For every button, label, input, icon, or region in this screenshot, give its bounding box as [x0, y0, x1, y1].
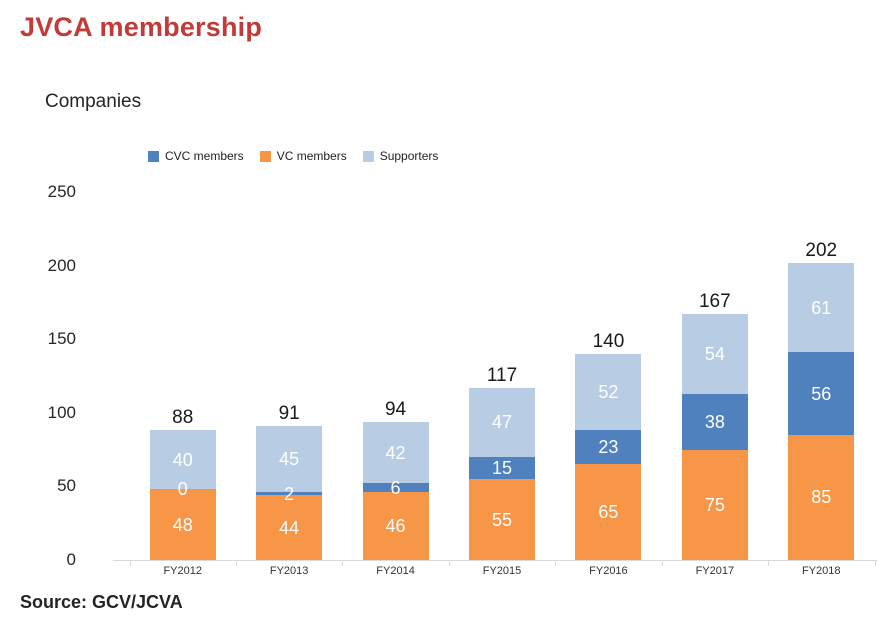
y-axis-tick-label: 200: [47, 255, 76, 275]
bar-segment-value: 56: [811, 383, 832, 404]
legend-item-vc-members: VC members: [259, 149, 347, 163]
bar-segment-value: 0: [177, 479, 188, 500]
y-axis-title: Companies: [45, 91, 142, 112]
x-axis-line: [113, 560, 877, 561]
legend-swatch-vc-members-icon: [259, 150, 271, 162]
page-title: JVCA membership: [20, 12, 263, 42]
x-axis-tick: [129, 560, 131, 566]
bar-segment: [681, 314, 748, 394]
y-axis-tick-label: 50: [57, 476, 76, 496]
bar-segment-value: 46: [385, 516, 406, 537]
y-axis-tick-label: 250: [47, 182, 76, 201]
bar-total-value: 91: [278, 403, 300, 425]
bar-total-value: 117: [486, 364, 518, 386]
y-axis-tick-label: 100: [47, 402, 76, 422]
x-axis-tick: [874, 560, 876, 566]
bar-segment-value: 6: [390, 477, 401, 498]
legend-label-supporters: Supporters: [379, 149, 439, 163]
y-axis-tick-label: 0: [66, 550, 76, 569]
bar-segment: [149, 489, 216, 560]
y-axis-tick-label: 150: [47, 329, 76, 349]
bar-segment-value: 65: [598, 502, 619, 523]
bar-segment-value: 15: [491, 458, 513, 478]
x-axis-tick: [555, 560, 557, 566]
x-axis-category-label: FY2016: [589, 565, 628, 577]
bar-segment-value: 75: [704, 494, 725, 515]
legend-label-vc-members: VC members: [276, 149, 347, 163]
bar-segment: [256, 495, 323, 560]
bar-segment: [469, 387, 535, 457]
bar-segment: [575, 430, 642, 465]
x-axis-tick: [768, 560, 770, 566]
bar-segment-value: 40: [172, 449, 193, 470]
chart-legend: CVC members VC members Supporters: [148, 149, 438, 163]
bar-segment: [788, 352, 855, 435]
source-note: Source: GCV/JCVA: [20, 592, 183, 612]
bar-segment-value: 2: [284, 483, 295, 504]
bar-segment: [469, 456, 535, 480]
bar-total-value: 140: [592, 330, 625, 352]
legend-swatch-supporters-icon: [362, 150, 374, 162]
legend-item-supporters: Supporters: [362, 149, 439, 163]
x-axis-category-label: FY2014: [376, 565, 415, 577]
bar-segment-value: 85: [811, 487, 832, 508]
bar-segment-value: 55: [491, 509, 513, 530]
bar-segment: [469, 479, 535, 560]
bar-segment: [362, 492, 429, 560]
bar-segment: [256, 426, 323, 493]
legend-item-cvc-members: CVC members: [148, 149, 244, 163]
x-axis-category-label: FY2013: [269, 565, 309, 577]
bar-segment-value: 48: [172, 514, 193, 535]
bar-segment: [149, 430, 216, 490]
bar-total-value: 202: [805, 239, 838, 261]
bar-segment-value: 47: [491, 412, 513, 433]
bar-segment-value: 52: [598, 382, 619, 403]
bar-segment: [788, 262, 855, 353]
bar-total-value: 88: [172, 407, 194, 429]
bar-segment: [362, 483, 429, 493]
bar-segment: [362, 421, 429, 484]
x-axis-category-label: FY2017: [695, 565, 735, 577]
x-axis-category-label: FY2015: [482, 565, 522, 577]
legend-label-cvc-members: CVC members: [165, 149, 244, 163]
legend-swatch-cvc-members-icon: [148, 150, 159, 162]
bar-segment: [681, 393, 748, 450]
bar-segment-value: 38: [704, 411, 725, 432]
bar-segment-value: 54: [704, 343, 725, 364]
x-axis-tick: [661, 560, 663, 566]
bar-segment-value: 45: [279, 449, 300, 470]
bar-segment: [256, 492, 323, 496]
bar-segment: [681, 449, 748, 560]
x-axis-tick: [342, 560, 344, 566]
x-axis-tick: [448, 560, 450, 566]
x-axis-category-label: FY2012: [163, 565, 202, 577]
bar-segment: [788, 434, 855, 560]
bar-segment-value: 61: [811, 297, 832, 318]
x-axis-category-label: FY2018: [802, 565, 841, 577]
bar-total-value: 94: [384, 398, 407, 420]
x-axis-tick: [235, 560, 237, 566]
bar-segment-value: 23: [598, 437, 619, 458]
bar-segment-value: 44: [279, 517, 300, 538]
bar-segment: [575, 464, 642, 560]
bar-segment-value: 42: [385, 442, 406, 463]
bar-total-value: 167: [698, 291, 731, 313]
bar-segment: [575, 353, 642, 431]
